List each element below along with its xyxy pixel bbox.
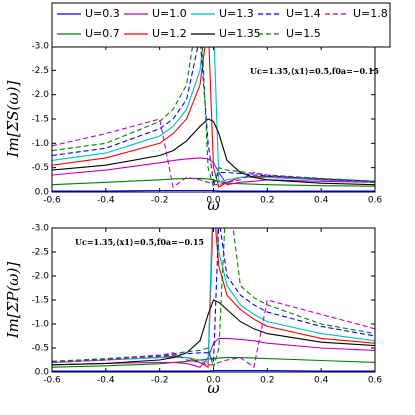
- y-tick-label: -2.5: [31, 248, 49, 258]
- legend-label: U=1.3: [219, 7, 254, 20]
- series-line: [52, 118, 375, 189]
- x-tick-label: -0.6: [43, 196, 61, 206]
- legend-box: [51, 2, 391, 48]
- plot-area: [52, 46, 375, 192]
- x-tick-label: 0.0: [206, 196, 221, 206]
- y-axis-label: Im[ΣS(ω)]: [4, 81, 22, 159]
- legend-label: U=1.8: [353, 7, 388, 20]
- series-line: [52, 46, 375, 184]
- y-tick-label: -1.5: [31, 296, 49, 306]
- series-line: [52, 299, 375, 366]
- y-tick-label: 0.0: [35, 368, 50, 378]
- series-line: [52, 46, 375, 185]
- x-tick-label: 0.4: [314, 376, 329, 386]
- x-tick-label: 0.2: [260, 376, 274, 386]
- y-tick-label: -3.0: [31, 224, 49, 234]
- x-axis-label: ω: [207, 196, 219, 214]
- y-tick-label: 0.0: [35, 188, 50, 198]
- y-tick-label: -2.5: [31, 66, 49, 76]
- plot-area: [52, 228, 375, 372]
- y-tick-label: -0.5: [31, 344, 49, 354]
- y-tick-label: -1.0: [31, 139, 49, 149]
- y-tick-label: -2.0: [31, 90, 49, 100]
- legend-label: U=0.3: [85, 7, 120, 20]
- x-tick-label: -0.4: [97, 376, 115, 386]
- series-line: [52, 299, 375, 369]
- legend-label: U=1.4: [286, 7, 321, 20]
- x-tick-label: -0.2: [151, 376, 169, 386]
- legend-label: U=0.7: [85, 27, 120, 40]
- annotation: Uc=1.35,⟨x1⟩=0.5,f0a=−0.15: [75, 237, 204, 247]
- x-tick-label: -0.2: [151, 196, 169, 206]
- y-tick-label: -1.5: [31, 115, 49, 125]
- x-tick-label: -0.4: [97, 196, 115, 206]
- x-tick-label: 0.2: [260, 196, 274, 206]
- series-line: [52, 228, 375, 365]
- x-tick-label: 0.6: [368, 376, 383, 386]
- annotation: Uc=1.35,⟨x1⟩=0.5,f0a=−0.15: [250, 66, 379, 76]
- x-tick-label: 0.0: [206, 376, 221, 386]
- x-axis-label: ω: [207, 379, 219, 397]
- y-tick-label: -1.0: [31, 320, 49, 330]
- y-tick-label: -3.0: [31, 42, 49, 52]
- legend-label: U=1.35: [219, 27, 261, 40]
- x-tick-label: -0.6: [43, 376, 61, 386]
- x-tick-label: 0.6: [368, 196, 383, 206]
- series-line: [52, 118, 375, 186]
- series-line: [52, 228, 375, 364]
- series-line: [52, 337, 375, 368]
- x-tick-label: 0.4: [314, 196, 329, 206]
- y-tick-label: -0.5: [31, 163, 49, 173]
- legend-label: U=1.5: [286, 27, 321, 40]
- y-tick-label: -2.0: [31, 272, 49, 282]
- y-axis-label: Im[ΣP(ω)]: [4, 262, 22, 340]
- legend-label: U=1.0: [152, 7, 187, 20]
- legend-label: U=1.2: [152, 27, 187, 40]
